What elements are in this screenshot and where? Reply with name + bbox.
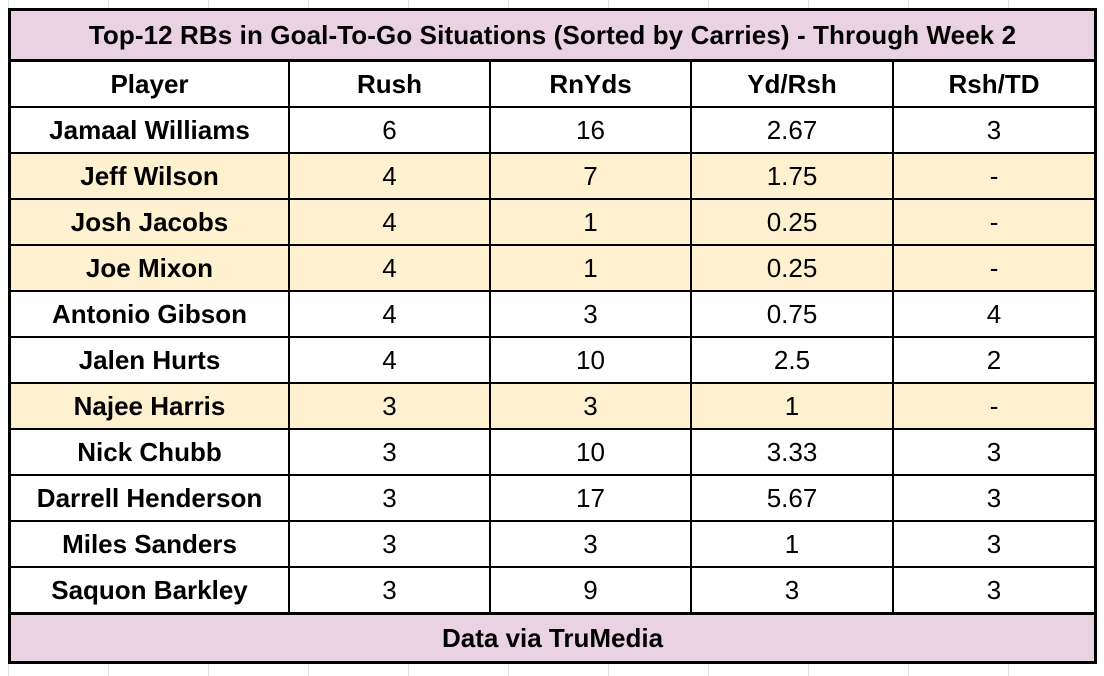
player-cell: Darrell Henderson bbox=[11, 474, 290, 522]
table-row: Jalen Hurts 4 10 2.5 2 bbox=[11, 336, 1095, 384]
rnyds-cell: 3 bbox=[489, 290, 692, 338]
column-header-yd-per-rsh: Yd/Rsh bbox=[690, 59, 894, 108]
rnyds-cell: 10 bbox=[489, 428, 692, 476]
rsh-per-td-cell: - bbox=[891, 382, 1095, 430]
rsh-per-td-cell: - bbox=[891, 244, 1095, 292]
yd-per-rsh-cell: 1.75 bbox=[690, 152, 894, 200]
rnyds-cell: 17 bbox=[489, 474, 692, 522]
rush-cell: 4 bbox=[288, 290, 491, 338]
rush-cell: 3 bbox=[288, 382, 491, 430]
rush-cell: 3 bbox=[288, 520, 491, 568]
rush-cell: 3 bbox=[288, 428, 491, 476]
stats-table-frame: Top-12 RBs in Goal-To-Go Situations (Sor… bbox=[8, 8, 1097, 664]
rsh-per-td-cell: - bbox=[891, 198, 1095, 246]
title-row: Top-12 RBs in Goal-To-Go Situations (Sor… bbox=[11, 11, 1095, 62]
table-row: Antonio Gibson 4 3 0.75 4 bbox=[11, 290, 1095, 338]
player-cell: Joe Mixon bbox=[11, 244, 290, 292]
player-cell: Jamaal Williams bbox=[11, 106, 290, 154]
column-header-player: Player bbox=[11, 59, 290, 108]
rnyds-cell: 10 bbox=[489, 336, 692, 384]
player-cell: Nick Chubb bbox=[11, 428, 290, 476]
stats-table: Top-12 RBs in Goal-To-Go Situations (Sor… bbox=[11, 11, 1095, 661]
rsh-per-td-cell: 3 bbox=[891, 474, 1095, 522]
footer-row: Data via TruMedia bbox=[11, 612, 1095, 661]
rsh-per-td-cell: 3 bbox=[891, 106, 1095, 154]
yd-per-rsh-cell: 1 bbox=[690, 382, 894, 430]
rnyds-cell: 16 bbox=[489, 106, 692, 154]
player-cell: Miles Sanders bbox=[11, 520, 290, 568]
rnyds-cell: 3 bbox=[489, 520, 692, 568]
rsh-per-td-cell: 3 bbox=[891, 566, 1095, 615]
player-cell: Saquon Barkley bbox=[11, 566, 290, 615]
yd-per-rsh-cell: 1 bbox=[690, 520, 894, 568]
yd-per-rsh-cell: 5.67 bbox=[690, 474, 894, 522]
table-row: Darrell Henderson 3 17 5.67 3 bbox=[11, 474, 1095, 522]
header-row: Player Rush RnYds Yd/Rsh Rsh/TD bbox=[11, 59, 1095, 108]
player-cell: Josh Jacobs bbox=[11, 198, 290, 246]
table-body: Jamaal Williams 6 16 2.67 3 Jeff Wilson … bbox=[11, 106, 1095, 615]
table-row: Miles Sanders 3 3 1 3 bbox=[11, 520, 1095, 568]
player-cell: Antonio Gibson bbox=[11, 290, 290, 338]
column-header-rsh-per-td: Rsh/TD bbox=[891, 59, 1095, 108]
table-row: Josh Jacobs 4 1 0.25 - bbox=[11, 198, 1095, 246]
rnyds-cell: 9 bbox=[489, 566, 692, 615]
table-row: Joe Mixon 4 1 0.25 - bbox=[11, 244, 1095, 292]
player-cell: Jeff Wilson bbox=[11, 152, 290, 200]
rush-cell: 3 bbox=[288, 566, 491, 615]
table-row: Saquon Barkley 3 9 3 3 bbox=[11, 566, 1095, 615]
rush-cell: 6 bbox=[288, 106, 491, 154]
rnyds-cell: 3 bbox=[489, 382, 692, 430]
yd-per-rsh-cell: 2.5 bbox=[690, 336, 894, 384]
rsh-per-td-cell: 4 bbox=[891, 290, 1095, 338]
table-footer-source: Data via TruMedia bbox=[11, 612, 1095, 661]
table-row: Jamaal Williams 6 16 2.67 3 bbox=[11, 106, 1095, 154]
yd-per-rsh-cell: 0.25 bbox=[690, 244, 894, 292]
rsh-per-td-cell: - bbox=[891, 152, 1095, 200]
player-cell: Najee Harris bbox=[11, 382, 290, 430]
table-title: Top-12 RBs in Goal-To-Go Situations (Sor… bbox=[11, 11, 1095, 62]
yd-per-rsh-cell: 2.67 bbox=[690, 106, 894, 154]
column-header-rnyds: RnYds bbox=[489, 59, 692, 108]
rsh-per-td-cell: 2 bbox=[891, 336, 1095, 384]
yd-per-rsh-cell: 0.75 bbox=[690, 290, 894, 338]
column-header-rush: Rush bbox=[288, 59, 491, 108]
table-row: Nick Chubb 3 10 3.33 3 bbox=[11, 428, 1095, 476]
rush-cell: 4 bbox=[288, 244, 491, 292]
rsh-per-td-cell: 3 bbox=[891, 520, 1095, 568]
table-row: Jeff Wilson 4 7 1.75 - bbox=[11, 152, 1095, 200]
yd-per-rsh-cell: 3 bbox=[690, 566, 894, 615]
player-cell: Jalen Hurts bbox=[11, 336, 290, 384]
rnyds-cell: 7 bbox=[489, 152, 692, 200]
rush-cell: 4 bbox=[288, 198, 491, 246]
rush-cell: 4 bbox=[288, 152, 491, 200]
rnyds-cell: 1 bbox=[489, 244, 692, 292]
rush-cell: 4 bbox=[288, 336, 491, 384]
table-row: Najee Harris 3 3 1 - bbox=[11, 382, 1095, 430]
yd-per-rsh-cell: 3.33 bbox=[690, 428, 894, 476]
rush-cell: 3 bbox=[288, 474, 491, 522]
rnyds-cell: 1 bbox=[489, 198, 692, 246]
yd-per-rsh-cell: 0.25 bbox=[690, 198, 894, 246]
rsh-per-td-cell: 3 bbox=[891, 428, 1095, 476]
